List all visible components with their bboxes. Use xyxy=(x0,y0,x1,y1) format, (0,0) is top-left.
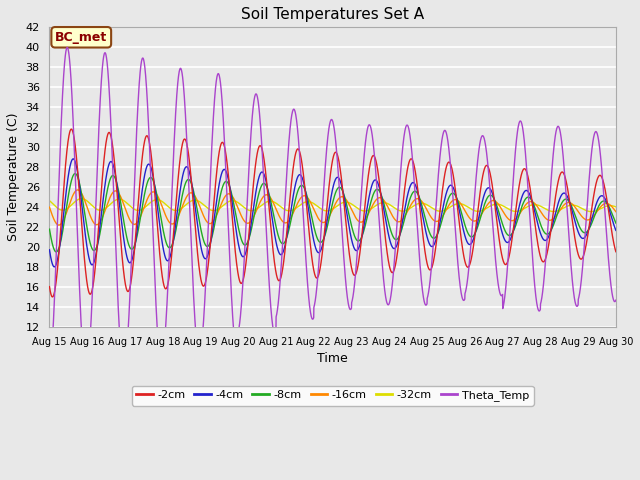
Text: BC_met: BC_met xyxy=(55,31,108,44)
Y-axis label: Soil Temperature (C): Soil Temperature (C) xyxy=(7,113,20,241)
Legend: -2cm, -4cm, -8cm, -16cm, -32cm, Theta_Temp: -2cm, -4cm, -8cm, -16cm, -32cm, Theta_Te… xyxy=(132,386,534,406)
X-axis label: Time: Time xyxy=(317,352,348,365)
Title: Soil Temperatures Set A: Soil Temperatures Set A xyxy=(241,7,424,22)
